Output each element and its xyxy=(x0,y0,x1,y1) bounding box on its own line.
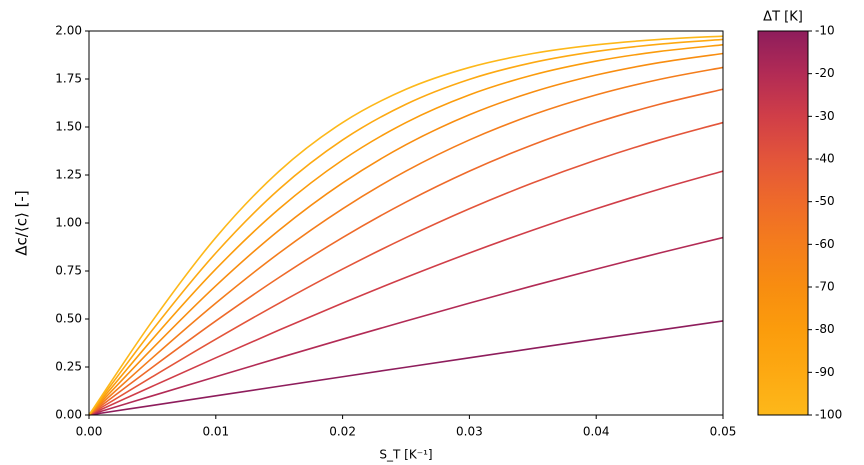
colorbar-tick-label: -50 xyxy=(815,194,835,208)
colorbar-tick-label: -20 xyxy=(815,66,835,80)
y-axis-label: Δc/⟨c⟩ [-] xyxy=(13,190,31,255)
y-tick-label: 0.25 xyxy=(55,360,82,374)
colorbar-tick-label: -40 xyxy=(815,152,835,166)
colorbar-tick-label: -100 xyxy=(815,408,842,422)
y-tick-label: 2.00 xyxy=(55,24,82,38)
data-line xyxy=(88,320,724,416)
colorbar-tick-label: -60 xyxy=(815,237,835,251)
y-tick-label: 0.50 xyxy=(55,312,82,326)
colorbar xyxy=(757,30,809,416)
x-tick-label: 0.01 xyxy=(202,425,229,439)
colorbar-tick-label: -90 xyxy=(815,365,835,379)
colorbar-tick-label: -10 xyxy=(815,24,835,38)
y-tick-label: 1.75 xyxy=(55,72,82,86)
colorbar-tick-label: -30 xyxy=(815,109,835,123)
y-tick-label: 0.75 xyxy=(55,264,82,278)
x-tick-label: 0.02 xyxy=(329,425,356,439)
x-tick-label: 0.03 xyxy=(456,425,483,439)
data-line xyxy=(88,236,724,416)
colorbar-tick-label: -80 xyxy=(815,322,835,336)
data-line xyxy=(88,35,724,416)
data-line xyxy=(88,170,724,416)
x-tick-label: 0.05 xyxy=(710,425,737,439)
data-line xyxy=(88,88,724,416)
x-tick-label: 0.00 xyxy=(76,425,103,439)
x-axis-label: S_T [K⁻¹] xyxy=(379,448,432,462)
data-line xyxy=(88,38,724,416)
y-tick-label: 1.00 xyxy=(55,216,82,230)
y-tick-label: 1.25 xyxy=(55,168,82,182)
data-line xyxy=(88,66,724,416)
colorbar-tick-label: -70 xyxy=(815,280,835,294)
x-tick-label: 0.04 xyxy=(583,425,610,439)
data-line xyxy=(88,44,724,416)
y-tick-label: 0.00 xyxy=(55,408,82,422)
y-tick-label: 1.50 xyxy=(55,120,82,134)
data-line xyxy=(88,121,724,416)
colorbar-label: ΔT [K] xyxy=(763,10,803,25)
data-line xyxy=(88,52,724,416)
